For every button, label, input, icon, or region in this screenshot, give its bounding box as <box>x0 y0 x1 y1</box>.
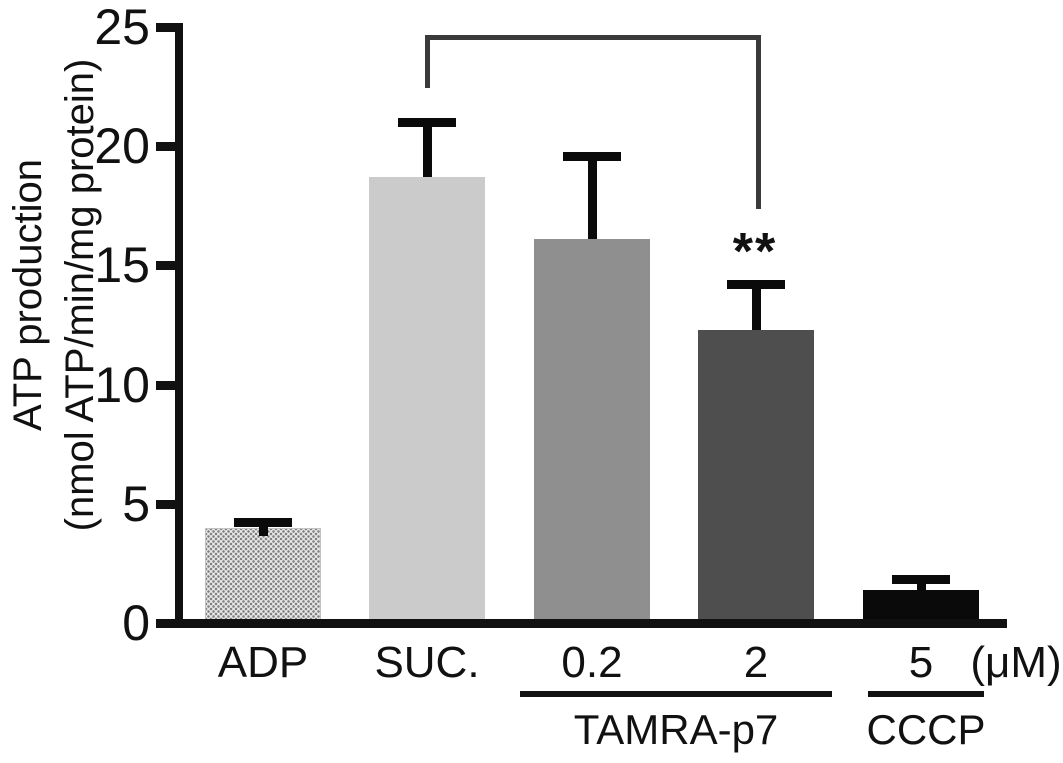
y-tick-label: 15 <box>94 237 150 293</box>
y-tick-label: 0 <box>122 595 150 651</box>
y-tick <box>156 381 176 390</box>
significance-bracket-right-leg <box>756 35 761 209</box>
bar <box>534 239 650 626</box>
y-tick <box>156 23 176 32</box>
y-tick-label: 25 <box>94 0 150 55</box>
group-underline <box>520 691 832 697</box>
significance-bracket-left-leg <box>425 35 430 88</box>
x-axis-line <box>163 619 1007 628</box>
y-axis-line <box>175 23 183 627</box>
y-tick <box>156 261 176 270</box>
group-underline <box>868 691 984 697</box>
y-tick-label: 20 <box>94 118 150 174</box>
group-label: TAMRA-p7 <box>573 706 779 753</box>
error-bar-cap <box>892 575 950 584</box>
x-tick-label: ADP <box>217 638 309 687</box>
bar <box>205 528 321 626</box>
x-tick-label: 0.2 <box>561 638 623 687</box>
error-bar-whisker <box>752 284 761 330</box>
error-bar-whisker <box>588 156 597 239</box>
bar <box>369 177 485 626</box>
error-bar-whisker <box>423 122 432 177</box>
x-tick-label: 5 <box>908 638 934 687</box>
significance-label: ** <box>732 223 778 281</box>
unit-label: (μM) <box>970 638 1062 687</box>
y-tick <box>156 142 176 151</box>
x-tick-label: SUC. <box>374 638 480 687</box>
error-bar-cap <box>727 280 785 289</box>
error-bar-whisker <box>259 522 268 536</box>
error-bar-cap <box>398 118 456 127</box>
error-bar-cap <box>563 152 621 161</box>
y-tick <box>156 500 176 509</box>
y-tick-label: 10 <box>94 357 150 413</box>
y-tick-label: 5 <box>122 476 150 532</box>
group-label: CCCP <box>866 706 986 753</box>
error-bar-cap <box>234 518 292 527</box>
x-tick-label: 2 <box>743 638 769 687</box>
significance-bracket-top <box>425 35 761 40</box>
error-bar-whisker <box>917 579 926 590</box>
bar <box>698 330 814 626</box>
